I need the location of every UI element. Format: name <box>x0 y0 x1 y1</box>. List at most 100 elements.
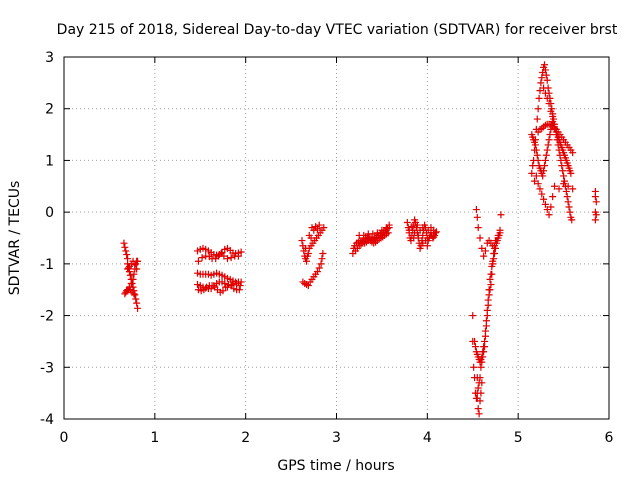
data-point <box>541 61 549 69</box>
data-point <box>543 94 551 102</box>
data-point <box>410 234 418 242</box>
data-point <box>478 379 486 387</box>
data-point <box>558 162 566 170</box>
data-point <box>480 343 488 351</box>
data-point <box>565 203 573 211</box>
data-point <box>475 410 483 418</box>
data-point <box>124 264 132 272</box>
y-tick-label: -1 <box>40 257 54 273</box>
data-point <box>486 275 494 283</box>
data-point <box>536 87 544 95</box>
data-point <box>476 234 484 242</box>
data-point <box>543 206 551 214</box>
data-point <box>315 221 323 229</box>
x-axis-title: GPS time / hours <box>277 458 394 474</box>
data-point <box>414 231 422 239</box>
data-point <box>198 254 206 262</box>
data-point <box>123 251 131 259</box>
data-point <box>482 317 490 325</box>
data-point <box>494 231 502 239</box>
data-point <box>469 312 477 320</box>
data-point <box>534 180 542 188</box>
data-point <box>483 306 491 314</box>
data-point <box>430 233 438 241</box>
data-point <box>237 248 245 256</box>
data-point <box>549 193 557 201</box>
data-point <box>304 282 312 290</box>
data-point <box>540 195 548 203</box>
data-point <box>315 264 323 272</box>
data-point <box>533 115 541 123</box>
data-point <box>474 384 482 392</box>
data-point <box>317 260 325 268</box>
data-point <box>591 193 599 201</box>
data-point <box>131 261 139 269</box>
data-point <box>310 226 318 234</box>
data-point <box>534 156 542 164</box>
data-point <box>541 162 549 170</box>
x-tick-label: 3 <box>332 430 341 446</box>
data-point <box>472 206 480 214</box>
data-point <box>491 244 499 252</box>
x-tick-label: 5 <box>514 430 523 446</box>
data-point <box>378 226 386 234</box>
data-points <box>120 61 600 418</box>
data-point <box>227 254 235 262</box>
data-point <box>543 76 551 84</box>
data-point <box>298 237 306 245</box>
data-point <box>304 250 312 258</box>
data-point <box>496 226 504 234</box>
data-point <box>538 74 546 82</box>
data-point <box>541 89 549 97</box>
data-point <box>474 405 482 413</box>
data-point <box>219 287 227 295</box>
data-point <box>532 146 540 154</box>
data-point <box>411 229 419 237</box>
data-point <box>130 290 138 298</box>
data-point <box>130 270 138 278</box>
data-point <box>481 337 489 345</box>
data-point <box>480 252 488 260</box>
data-point <box>133 265 141 273</box>
data-point <box>408 223 416 231</box>
data-point <box>569 149 577 157</box>
data-point <box>541 66 549 74</box>
data-point <box>133 299 141 307</box>
data-point <box>542 151 550 159</box>
data-point <box>488 262 496 270</box>
data-point <box>538 190 546 198</box>
data-point <box>541 200 549 208</box>
y-tick-label: -4 <box>40 412 54 428</box>
data-point <box>221 280 229 288</box>
data-point <box>476 397 484 405</box>
data-point <box>481 327 489 335</box>
data-point <box>545 211 553 219</box>
data-point <box>403 218 411 226</box>
data-point <box>566 208 574 216</box>
data-point <box>473 213 481 221</box>
data-point <box>559 167 567 175</box>
data-point <box>313 268 321 276</box>
data-point <box>470 363 478 371</box>
data-point <box>487 281 495 289</box>
data-point <box>194 257 202 265</box>
x-tick-label: 6 <box>605 430 614 446</box>
data-point <box>303 257 311 265</box>
x-tick-label: 2 <box>241 430 250 446</box>
data-point <box>235 286 243 294</box>
data-point <box>538 124 546 132</box>
data-point <box>471 343 479 351</box>
x-tick-label: 1 <box>150 430 159 446</box>
data-point <box>384 229 392 237</box>
data-point <box>534 105 542 113</box>
data-point <box>487 270 495 278</box>
data-point <box>220 252 228 260</box>
data-point <box>551 182 558 190</box>
data-point <box>127 280 135 288</box>
data-point <box>234 252 242 260</box>
data-point <box>233 280 241 288</box>
data-point <box>547 203 555 211</box>
data-point <box>568 216 576 224</box>
data-point <box>547 107 555 115</box>
data-point <box>477 363 485 371</box>
